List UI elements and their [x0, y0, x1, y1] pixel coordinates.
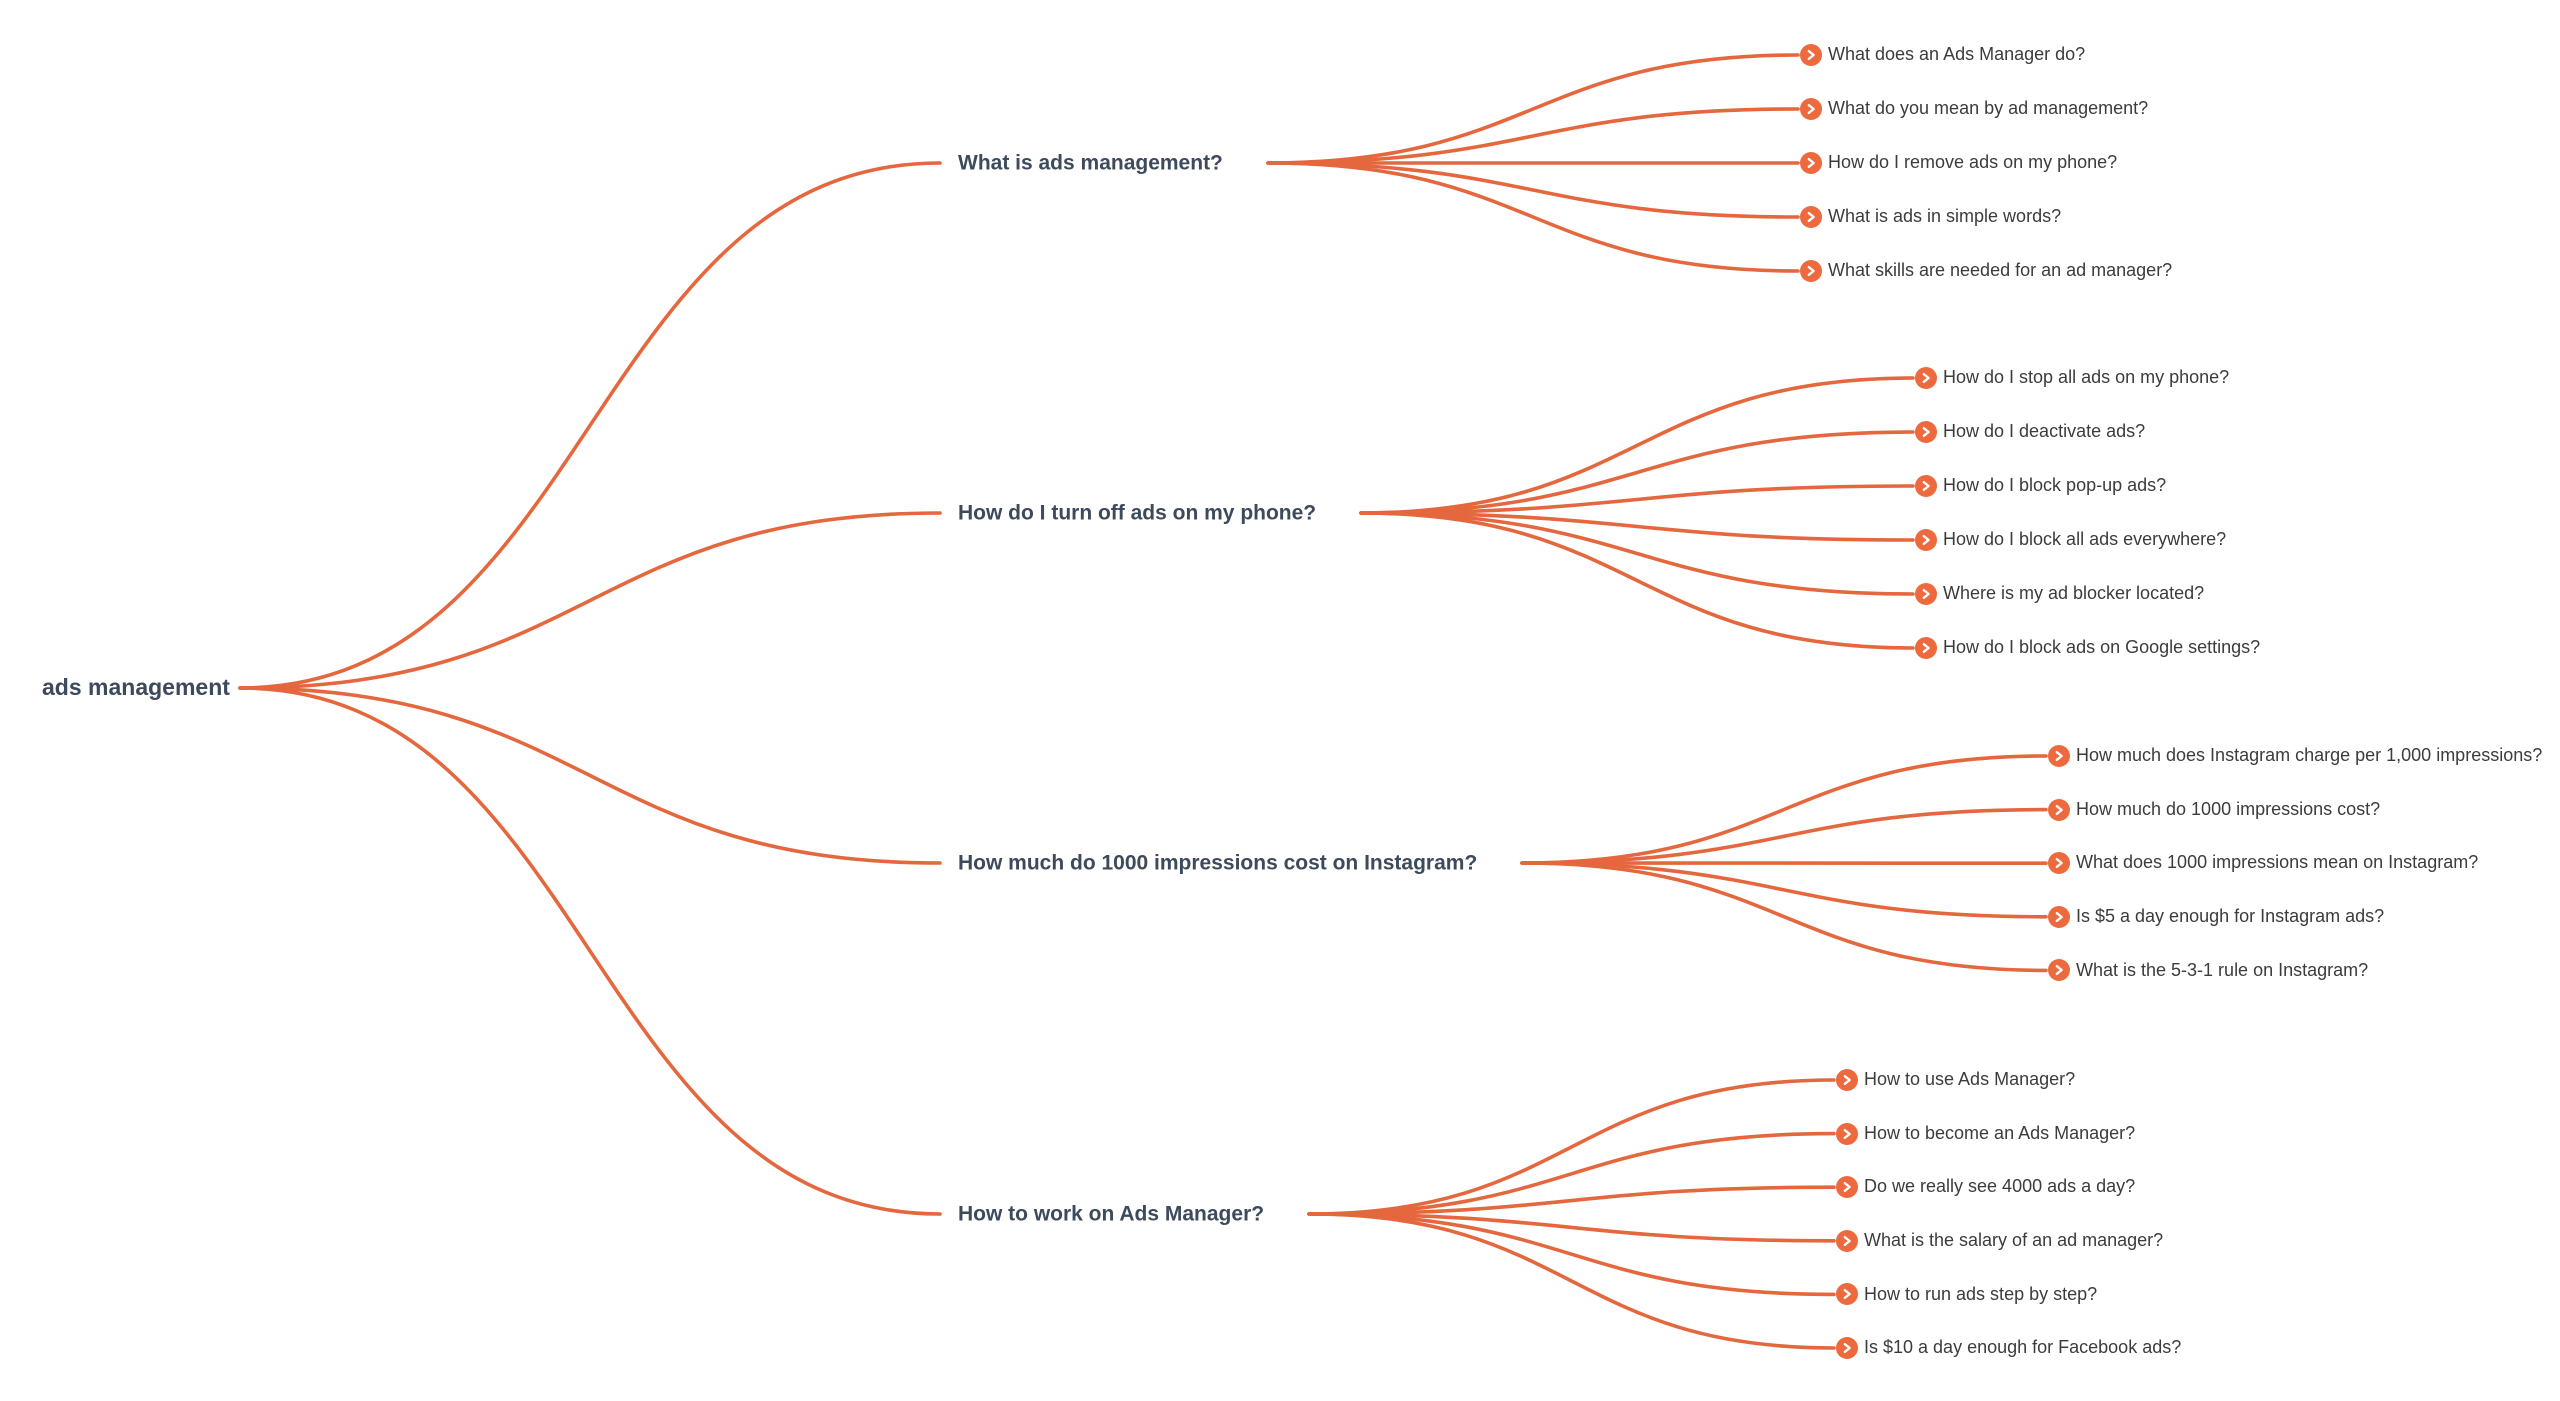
leaf-label: How do I remove ads on my phone? [1828, 152, 2118, 173]
chevron-right-circle-icon[interactable] [1915, 367, 1937, 389]
mindmap-link [1520, 754, 2048, 865]
mindmap-link [1266, 161, 1800, 273]
leaf-label: Is $10 a day enough for Facebook ads? [1864, 1337, 2182, 1358]
chevron-right-circle-icon[interactable] [1836, 1176, 1858, 1199]
leaf-node[interactable]: What is the 5-3-1 rule on Instagram? [2048, 959, 2369, 982]
mindmap-link [1307, 1131, 1836, 1216]
leaf-label: How do I block all ads everywhere? [1943, 529, 2227, 550]
leaf-label: How much do 1000 impressions cost? [2076, 798, 2381, 819]
mindmap-link [1359, 484, 1915, 515]
leaf-node[interactable]: How do I block all ads everywhere? [1915, 529, 2226, 551]
chevron-right-circle-icon[interactable] [2048, 852, 2070, 875]
mindmap-link [1307, 1212, 1836, 1350]
chevron-right-circle-icon[interactable] [1836, 1283, 1858, 1306]
chevron-right-circle-icon[interactable] [1915, 475, 1937, 497]
mindmap-link [1359, 430, 1915, 515]
leaf-label: How do I deactivate ads? [1943, 421, 2146, 442]
leaf-label: How to run ads step by step? [1864, 1283, 2098, 1304]
leaf-label: Is $5 a day enough for Instagram ads? [2076, 906, 2385, 926]
chevron-right-circle-icon[interactable] [2048, 745, 2070, 767]
leaf-node[interactable]: What does 1000 impressions mean on Insta… [2048, 852, 2479, 875]
mindmap-link [238, 161, 942, 690]
chevron-right-circle-icon[interactable] [2048, 959, 2070, 982]
leaf-label: How much does Instagram charge per 1,000… [2076, 745, 2543, 766]
leaf-node[interactable]: How much do 1000 impressions cost? [2048, 798, 2381, 821]
leaf-label: How to use Ads Manager? [1864, 1069, 2076, 1090]
mindmap-link [1520, 861, 2048, 973]
leaf-label: What is ads in simple words? [1828, 206, 2062, 227]
leaf-node[interactable]: Do we really see 4000 ads a day? [1836, 1176, 2136, 1199]
leaf-label: How to become an Ads Manager? [1864, 1122, 2136, 1143]
chevron-right-circle-icon[interactable] [1800, 44, 1822, 66]
leaf-node[interactable]: How do I block pop-up ads? [1915, 475, 2166, 497]
leaf-node[interactable]: Is $10 a day enough for Facebook ads? [1836, 1337, 2181, 1359]
mindmap-link [1359, 376, 1915, 515]
branch-node[interactable]: How do I turn off ads on my phone? [958, 501, 1317, 525]
leaf-node[interactable]: How do I deactivate ads? [1915, 421, 2145, 443]
chevron-right-circle-icon[interactable] [2048, 905, 2070, 928]
leaf-node[interactable]: How much does Instagram charge per 1,000… [2048, 745, 2542, 767]
mindmap-link [1307, 1185, 1836, 1216]
leaf-node[interactable]: What do you mean by ad management? [1800, 98, 2148, 120]
mindmap-link [238, 686, 942, 1216]
chevron-right-circle-icon[interactable] [1836, 1069, 1858, 1091]
chevron-right-circle-icon[interactable] [1836, 1229, 1858, 1252]
leaf-node[interactable]: Where is my ad blocker located? [1915, 583, 2204, 605]
leaf-node[interactable]: How do I stop all ads on my phone? [1915, 367, 2229, 389]
chevron-right-circle-icon[interactable] [2048, 798, 2070, 821]
mindmap-link [238, 686, 942, 865]
chevron-right-circle-icon[interactable] [1800, 98, 1822, 120]
leaf-node[interactable]: How do I block ads on Google settings? [1915, 637, 2260, 659]
mindmap-link [1307, 1078, 1836, 1216]
leaf-label: What is the salary of an ad manager? [1864, 1230, 2164, 1250]
chevron-right-circle-icon[interactable] [1800, 152, 1822, 174]
leaf-label: How do I block pop-up ads? [1943, 475, 2167, 496]
mindmap-link [1359, 511, 1915, 542]
leaf-node[interactable]: How to run ads step by step? [1836, 1283, 2098, 1306]
leaf-label: Do we really see 4000 ads a day? [1864, 1176, 2136, 1197]
leaf-node[interactable]: How to become an Ads Manager? [1836, 1122, 2136, 1145]
mindmap-link [238, 511, 942, 690]
chevron-right-circle-icon[interactable] [1800, 206, 1822, 228]
leaf-node[interactable]: What is ads in simple words? [1800, 206, 2061, 228]
mindmap-link [1307, 1212, 1836, 1297]
leaf-node[interactable]: What does an Ads Manager do? [1800, 44, 2085, 66]
leaf-node[interactable]: How to use Ads Manager? [1836, 1069, 2075, 1091]
branch-node[interactable]: How much do 1000 impressions cost on Ins… [958, 851, 1478, 875]
mindmap-link [1520, 807, 2048, 865]
leaf-node[interactable]: What skills are needed for an ad manager… [1800, 260, 2172, 282]
leaf-label: What do you mean by ad management? [1828, 98, 2149, 119]
mindmap-link [1307, 1212, 1836, 1243]
mindmap-link [1359, 511, 1915, 650]
root-node[interactable]: ads management [42, 674, 230, 701]
chevron-right-circle-icon[interactable] [1915, 421, 1937, 443]
mindmap-link [1266, 161, 1800, 219]
mindmap-link [1520, 861, 2048, 919]
chevron-right-circle-icon[interactable] [1836, 1337, 1858, 1359]
leaf-label: Where is my ad blocker located? [1943, 583, 2205, 604]
branch-node[interactable]: How to work on Ads Manager? [958, 1202, 1265, 1226]
leaf-label: What skills are needed for an ad manager… [1828, 260, 2173, 281]
chevron-right-circle-icon[interactable] [1915, 637, 1937, 659]
chevron-right-circle-icon[interactable] [1915, 529, 1937, 551]
chevron-right-circle-icon[interactable] [1836, 1122, 1858, 1145]
chevron-right-circle-icon[interactable] [1800, 260, 1822, 282]
leaf-label: How do I stop all ads on my phone? [1943, 367, 2230, 388]
chevron-right-circle-icon[interactable] [1915, 583, 1937, 605]
branch-node[interactable]: What is ads management? [958, 151, 1223, 175]
mindmap-link [1359, 511, 1915, 596]
leaf-label: What does an Ads Manager do? [1828, 44, 2086, 65]
leaf-node[interactable]: What is the salary of an ad manager? [1836, 1229, 2164, 1252]
leaf-label: How do I block ads on Google settings? [1943, 637, 2261, 658]
leaf-label: What is the 5-3-1 rule on Instagram? [2076, 959, 2369, 980]
mindmap-link [1266, 53, 1800, 165]
leaf-label: What does 1000 impressions mean on Insta… [2076, 852, 2479, 873]
mindmap-link [1266, 107, 1800, 165]
leaf-node[interactable]: Is $5 a day enough for Instagram ads? [2048, 905, 2385, 928]
leaf-node[interactable]: How do I remove ads on my phone? [1800, 152, 2117, 174]
